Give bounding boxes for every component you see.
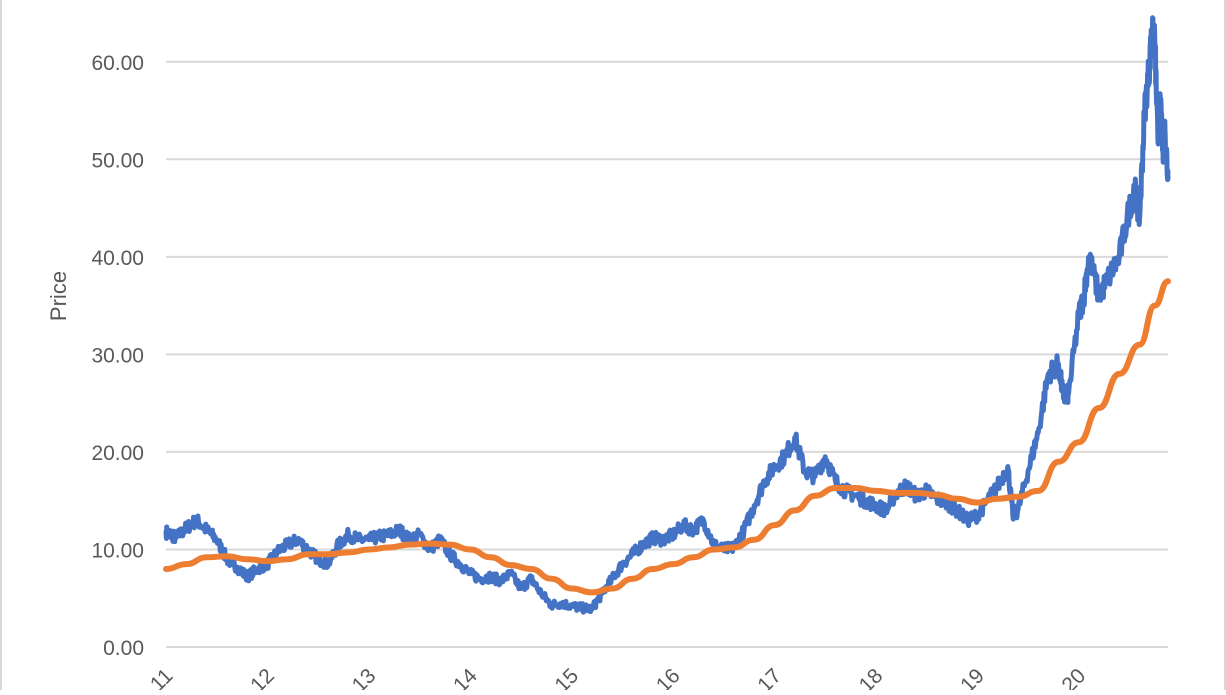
x-tick-label: 12 — [246, 664, 279, 690]
frame-edge-right — [1224, 0, 1226, 690]
y-tick-label: 20.00 — [91, 442, 144, 465]
y-tick-label: 60.00 — [91, 52, 144, 75]
price-series-line — [163, 15, 1171, 615]
gridlines — [166, 60, 1168, 648]
x-tick-label: 19 — [956, 664, 989, 690]
y-tick-label: 0.00 — [103, 637, 144, 660]
x-tick-label: 14 — [449, 664, 482, 690]
y-tick-label: 30.00 — [91, 344, 144, 367]
series-lines — [163, 15, 1171, 615]
x-tick-label: 20 — [1058, 664, 1091, 690]
x-tick-label: 15 — [550, 664, 583, 690]
y-tick-label: 50.00 — [91, 149, 144, 172]
y-axis-title: Price — [46, 271, 71, 321]
y-tick-label: 10.00 — [91, 539, 144, 562]
y-axis-ticks: 0.00 10.00 20.00 30.00 40.00 50.00 60.00 — [91, 52, 144, 660]
y-tick-label: 40.00 — [91, 247, 144, 270]
x-tick-label: 18 — [855, 664, 888, 690]
frame-edge-left — [0, 0, 2, 690]
x-tick-label: 13 — [348, 664, 381, 690]
moving-average-series-line — [163, 278, 1171, 596]
x-axis-ticks: 11 12 13 14 15 16 17 18 19 20 — [146, 664, 1091, 695]
x-tick-label: 11 — [146, 664, 178, 690]
x-tick-label: 16 — [652, 664, 685, 690]
x-tick-label: 17 — [753, 664, 786, 690]
